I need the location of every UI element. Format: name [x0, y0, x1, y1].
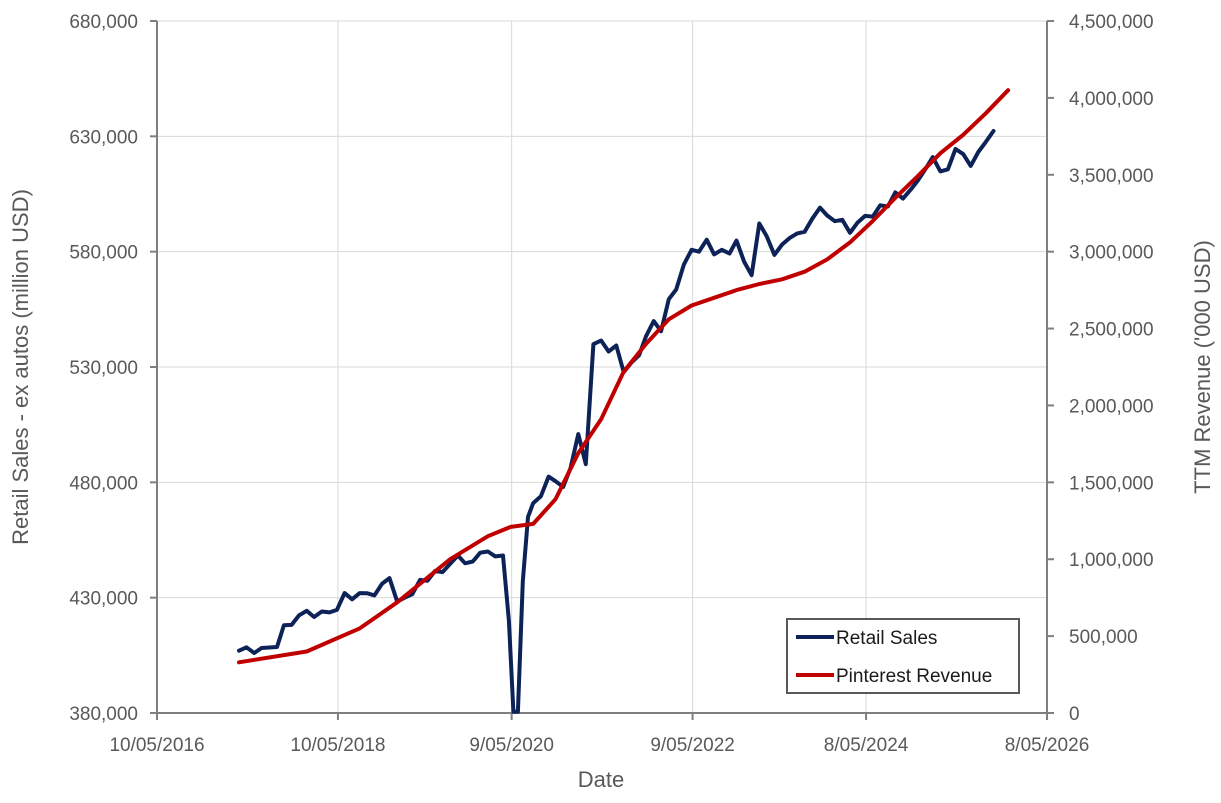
y-tick-label: 480,000 [69, 473, 138, 494]
axes-layer: 380,000 430,000 480,000 530,000 580,000 630,0… [69, 12, 1153, 756]
x-tick-label: 9/05/2020 [469, 735, 554, 756]
legend-label-pinterest-revenue: Pinterest Revenue [836, 666, 992, 687]
y-tick-label: 580,000 [69, 243, 138, 264]
y-tick-label: 680,000 [69, 12, 138, 33]
x-tick-label: 8/05/2026 [1005, 735, 1090, 756]
x-tick-label: 10/05/2018 [290, 735, 385, 756]
y-axis-title: Retail Sales - ex autos (million USD) [8, 189, 33, 545]
y2-axis-title: TTM Revenue ('000 USD) [1190, 240, 1215, 494]
legend-box [786, 618, 1020, 694]
y2-tick-label: 2,500,000 [1069, 320, 1154, 341]
y2-tick-label: 1,000,000 [1069, 550, 1154, 571]
x-tick-label: 10/05/2016 [109, 735, 204, 756]
y2-tick-label: 4,500,000 [1069, 12, 1154, 33]
y2-tick-label: 4,000,000 [1069, 89, 1154, 110]
legend-label-retail-sales: Retail Sales [836, 628, 937, 649]
y-tick-label: 430,000 [69, 589, 138, 610]
y2-tick-label: 3,000,000 [1069, 243, 1154, 264]
x-axis-title: Date [578, 767, 624, 792]
y2-tick-label: 500,000 [1069, 627, 1138, 648]
y-tick-label: 530,000 [69, 358, 138, 379]
y2-tick-label: 0 [1069, 704, 1080, 725]
y2-tick-label: 2,000,000 [1069, 396, 1154, 417]
series-layer [237, 88, 1011, 714]
y-tick-label: 630,000 [69, 127, 138, 148]
y2-tick-label: 3,500,000 [1069, 166, 1154, 187]
grid-layer [156, 20, 1048, 714]
legend: Retail Sales Pinterest Revenue [786, 618, 1020, 694]
y-tick-label: 380,000 [69, 704, 138, 725]
x-tick-label: 8/05/2024 [824, 735, 909, 756]
x-tick-label: 9/05/2022 [650, 735, 735, 756]
series-line-retail-sales [237, 129, 996, 714]
y2-tick-label: 1,500,000 [1069, 473, 1154, 494]
series-line-pinterest-revenue [237, 88, 1011, 665]
